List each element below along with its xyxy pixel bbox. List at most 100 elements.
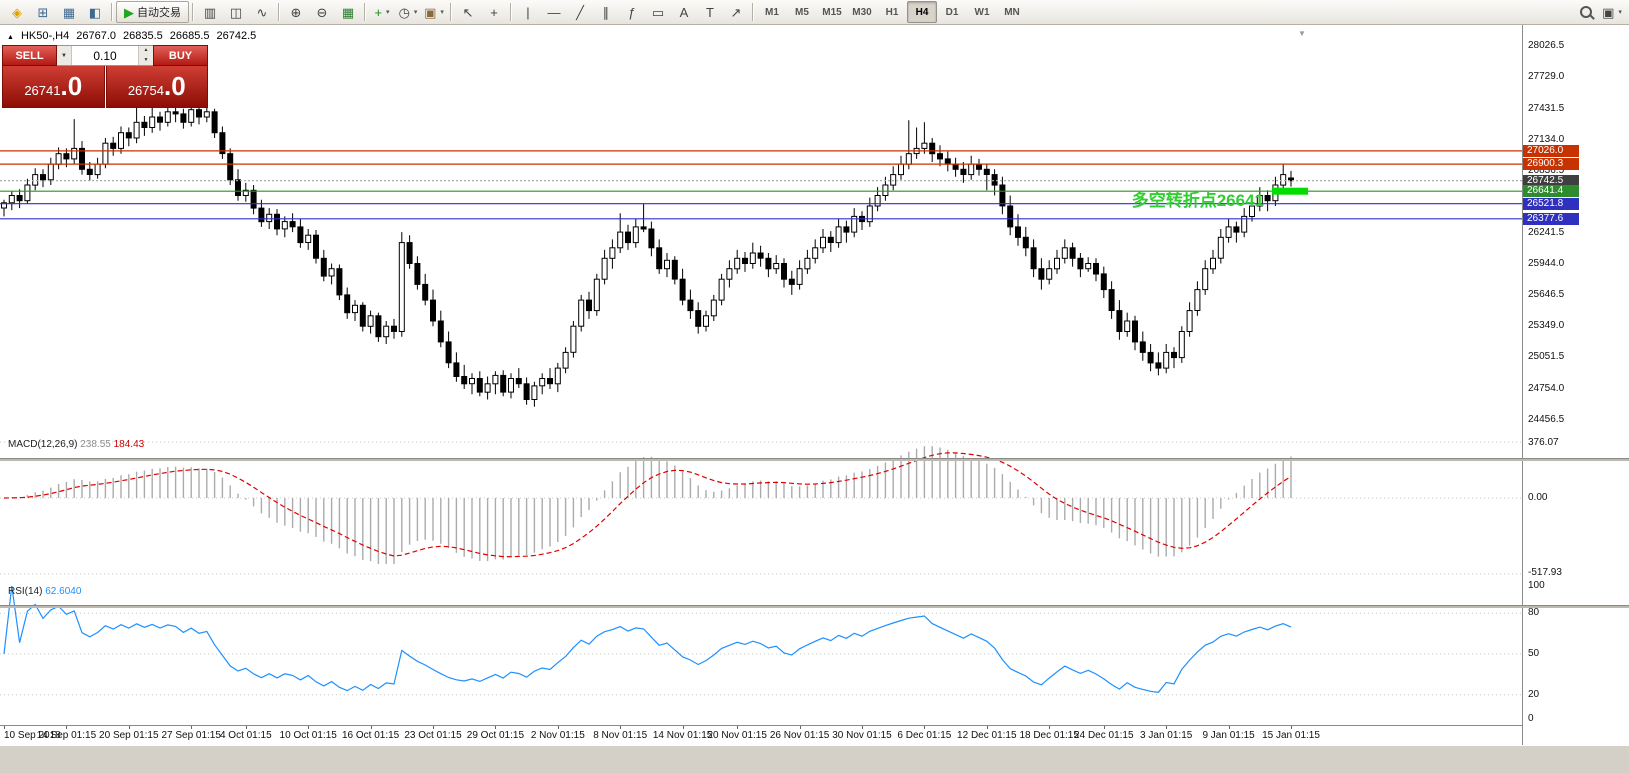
candle-body [531, 385, 538, 400]
candle-body [765, 257, 772, 270]
crosshair-icon[interactable]: + [481, 1, 507, 23]
channel-icon[interactable]: ∥ [593, 1, 619, 23]
time-axis-label: 8 Nov 01:15 [593, 730, 648, 741]
chart-annotation-text[interactable]: 多空转折点26641 [1131, 191, 1264, 210]
candle-body [898, 163, 904, 176]
horizontal-line-icon[interactable]: — [541, 1, 567, 23]
volume-dropdown-icon[interactable] [57, 46, 72, 65]
new-order-icon[interactable]: ◈ [4, 1, 30, 23]
timeframe-m5-button[interactable]: M5 [795, 6, 809, 18]
autotrading-button-glyph: ▶ [124, 4, 134, 20]
window-list-icon[interactable]: ▣ ▾ [1599, 1, 1625, 23]
timeframe-h1-button[interactable]: H1 [885, 6, 899, 18]
autotrading-button[interactable]: ▶ 自动交易 [116, 1, 189, 23]
candle-body [1077, 257, 1084, 270]
price-tick-label: 27134.0 [1528, 134, 1565, 145]
toolbar-separator [278, 3, 280, 21]
candle-body [266, 213, 273, 223]
text-icon[interactable]: A [671, 1, 697, 23]
vertical-line-icon[interactable]: | [515, 1, 541, 23]
chart-shift-icon[interactable] [1298, 27, 1306, 39]
shapes-icon[interactable]: ▭ [645, 1, 671, 23]
volume-input[interactable] [72, 46, 138, 65]
candle-body [515, 378, 522, 385]
candle-body [188, 109, 195, 123]
zoom-in-icon-glyph: ⊕ [290, 4, 302, 20]
indicator-scale-label: 100 [1528, 580, 1545, 591]
fibonacci-icon[interactable]: ƒ [619, 1, 645, 23]
timeframe-mn-button[interactable]: MN [1004, 6, 1020, 18]
arrows-icon-glyph: ↗ [730, 4, 742, 20]
channel-icon-glyph: ∥ [602, 4, 610, 20]
candle-body [320, 257, 327, 277]
candle-body [281, 221, 288, 230]
price-tick-label: 24754.0 [1528, 383, 1565, 394]
time-axis[interactable]: 10 Sep 2018 14 Sep 01:15 20 Sep 01:15 27 Se… [0, 725, 1522, 745]
timeframe-m1-button[interactable]: M1 [765, 6, 779, 18]
volume-down-icon[interactable] [139, 56, 153, 66]
time-axis-tick [924, 726, 926, 729]
price-chart-canvas[interactable] [0, 25, 1522, 433]
navigator-icon[interactable]: ◧ [82, 1, 108, 23]
buy-price-button[interactable]: 26754.0 [105, 66, 208, 108]
trendline-icon[interactable]: ╱ [567, 1, 593, 23]
candlestick-chart-icon[interactable]: ◫ [223, 1, 249, 23]
volume-up-icon[interactable] [139, 46, 153, 56]
rsi-pane-canvas[interactable] [0, 583, 1522, 725]
zoom-in-icon[interactable]: ⊕ [283, 1, 309, 23]
arrows-icon[interactable]: ↗ [723, 1, 749, 23]
time-axis-label: 3 Jan 01:15 [1140, 730, 1193, 741]
chart-window-icon[interactable]: ⊞ [30, 1, 56, 23]
candle-body [484, 383, 491, 393]
candle-body [1186, 310, 1193, 333]
macd-histogram [11, 446, 1292, 565]
tile-windows-icon[interactable]: ▦ [335, 1, 361, 23]
chart-area[interactable]: HK50-,H4 26767.0 26835.5 26685.5 26742.5… [0, 25, 1522, 745]
templates-icon[interactable]: ▣ ▾ [421, 1, 447, 23]
magnifier-glyph [1580, 6, 1592, 18]
candle-body [1085, 263, 1092, 270]
line-chart-icon[interactable]: ∿ [249, 1, 275, 23]
navigator-icon-glyph: ◧ [88, 4, 102, 20]
bar-chart-icon-glyph: ▥ [203, 4, 217, 20]
bar-chart-icon[interactable]: ▥ [197, 1, 223, 23]
pane-separator-macd-rsi[interactable] [0, 605, 1629, 608]
timeframe-w1-button[interactable]: W1 [974, 6, 990, 18]
candle-body [882, 184, 889, 196]
candle-body [125, 132, 132, 139]
time-axis-tick [1166, 726, 1168, 729]
toolbar-separator [450, 3, 452, 21]
timeframe-m30-button[interactable]: M30 [852, 6, 872, 18]
candle-body [1030, 247, 1037, 270]
macd-indicator-label: MACD(12,26,9) 238.55 184.43 [8, 439, 144, 450]
periods-icon[interactable]: ◷ ▾ [395, 1, 421, 23]
profiles-icon[interactable]: ▦ [56, 1, 82, 23]
chevron-down-icon: ▾ [386, 9, 390, 16]
price-axis[interactable]: 28026.5 27729.0 27431.5 27134.0 26836.5 26241… [1522, 25, 1629, 745]
timeframe-h4-button[interactable]: H4 [907, 1, 937, 23]
candle-body [414, 263, 421, 285]
cursor-icon[interactable]: ↖ [455, 1, 481, 23]
buy-button[interactable]: BUY [153, 45, 208, 66]
text-label-icon[interactable]: T [697, 1, 723, 23]
timeframe-d1-button[interactable]: D1 [945, 6, 959, 18]
sell-price-button[interactable]: 26741.0 [2, 66, 105, 108]
chart-window-icon-glyph: ⊞ [37, 4, 49, 20]
zoom-out-icon[interactable]: ⊖ [309, 1, 335, 23]
indicators-icon[interactable]: + ▾ [369, 1, 395, 23]
timeframe-m15-button[interactable]: M15 [822, 6, 842, 18]
candle-body [242, 189, 249, 197]
sell-button[interactable]: SELL [2, 45, 57, 66]
collapse-trade-panel-icon[interactable] [7, 30, 14, 42]
pane-separator-main-macd[interactable] [0, 458, 1629, 461]
symbol-info: HK50-,H4 26767.0 26835.5 26685.5 26742.5 [7, 30, 256, 42]
volume-box [57, 45, 153, 66]
turning-point-marker[interactable] [1272, 187, 1308, 195]
candle-body [812, 247, 819, 259]
search-icon[interactable] [1573, 1, 1599, 23]
time-axis-tick [245, 726, 247, 729]
candle-body [235, 179, 241, 197]
volume-spinner[interactable] [138, 46, 153, 65]
hline-price-label: 27026.0 [1523, 145, 1579, 157]
macd-pane-canvas[interactable] [0, 436, 1522, 580]
